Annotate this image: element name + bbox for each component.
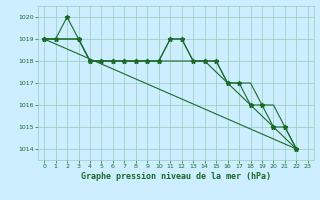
X-axis label: Graphe pression niveau de la mer (hPa): Graphe pression niveau de la mer (hPa) — [81, 172, 271, 181]
